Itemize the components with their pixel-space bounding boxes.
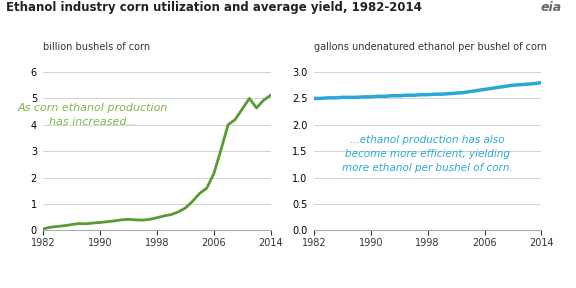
Text: gallons undenatured ethanol per bushel of corn: gallons undenatured ethanol per bushel o… xyxy=(314,42,547,52)
Text: ...ethanol production has also
become more efficient, yielding
more ethanol per : ...ethanol production has also become mo… xyxy=(342,135,513,173)
Text: billion bushels of corn: billion bushels of corn xyxy=(43,42,150,52)
Text: Ethanol industry corn utilization and average yield, 1982-2014: Ethanol industry corn utilization and av… xyxy=(6,1,422,14)
Text: As corn ethanol production
has increased...: As corn ethanol production has increased… xyxy=(18,103,168,127)
Text: eia: eia xyxy=(540,1,562,14)
